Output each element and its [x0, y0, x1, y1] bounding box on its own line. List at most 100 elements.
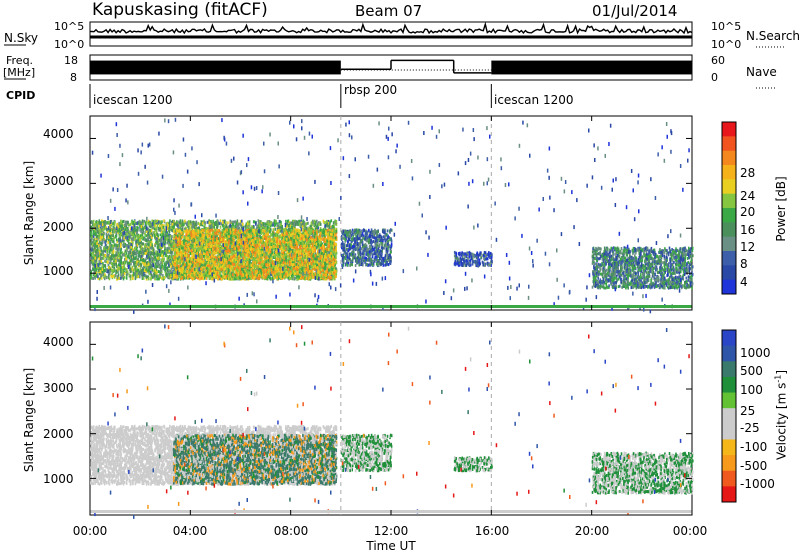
power-cell	[148, 228, 150, 231]
power-cell	[161, 220, 163, 223]
power-cell	[209, 221, 211, 224]
power-cell	[158, 270, 160, 273]
power-cell	[130, 278, 132, 281]
power-cell	[139, 239, 141, 242]
power-cell	[169, 219, 171, 222]
power-cell	[94, 246, 96, 249]
power-cell	[148, 272, 150, 275]
power-cell	[130, 268, 132, 271]
power-cell	[121, 276, 123, 279]
power-cell	[144, 233, 146, 236]
power-cell	[104, 260, 106, 263]
power-cell	[110, 249, 112, 252]
power-cell	[287, 220, 289, 223]
power-cell	[218, 263, 220, 266]
power-cell	[152, 234, 154, 237]
power-cell	[220, 226, 222, 229]
power-cell	[140, 248, 142, 251]
power-cell	[106, 228, 108, 231]
power-cell	[293, 222, 295, 225]
power-cell	[102, 268, 104, 271]
power-cell	[126, 277, 128, 280]
power-cell	[160, 233, 162, 236]
power-cell	[146, 262, 148, 265]
power-cell	[128, 251, 130, 254]
power-cell	[98, 225, 100, 228]
power-cell	[147, 237, 149, 240]
power-cell	[135, 238, 137, 241]
power-cell	[333, 221, 335, 224]
power-cell	[241, 220, 243, 223]
power-scatter	[90, 118, 694, 314]
power-cell	[136, 275, 138, 278]
power-cell	[238, 223, 240, 226]
power-cell	[128, 262, 130, 265]
power-cell	[221, 222, 223, 225]
power-cell	[169, 230, 171, 233]
power-cell	[135, 277, 137, 280]
power-cell	[140, 251, 142, 254]
power-cell	[118, 273, 120, 276]
power-cell	[168, 271, 170, 274]
power-cell	[137, 227, 139, 230]
power-cell	[133, 269, 135, 272]
power-cell	[170, 226, 172, 229]
power-cell	[159, 275, 161, 278]
power-cell	[152, 257, 154, 260]
power-cell	[164, 262, 166, 265]
power-cell	[131, 268, 133, 271]
power-cell	[146, 276, 148, 279]
power-cell	[105, 266, 107, 269]
power-cell	[111, 254, 113, 257]
power-cell	[116, 238, 118, 241]
power-cell	[112, 234, 114, 237]
power-cell	[307, 222, 309, 225]
power-cell	[144, 245, 146, 248]
power-cell	[110, 256, 112, 259]
power-cell	[199, 227, 201, 230]
radar-summary-plot	[0, 0, 800, 554]
power-cell	[160, 229, 162, 232]
power-cell	[112, 275, 114, 278]
power-cell	[114, 263, 116, 266]
power-cell	[128, 245, 130, 248]
power-cell	[158, 221, 160, 224]
power-cell	[142, 251, 144, 254]
power-cell	[155, 250, 157, 253]
power-cell	[137, 258, 139, 261]
power-cell	[198, 222, 200, 225]
power-cell	[91, 249, 93, 252]
power-cell	[128, 242, 130, 245]
power-cell	[312, 235, 314, 238]
power-cell	[157, 275, 159, 278]
power-cell	[176, 220, 178, 223]
power-cell	[95, 257, 97, 260]
power-cell	[108, 257, 110, 260]
power-cell	[275, 220, 277, 223]
power-cell	[182, 223, 184, 226]
power-cell	[111, 269, 113, 272]
power-cell	[156, 275, 158, 278]
power-cell	[132, 221, 134, 224]
power-cell	[254, 221, 256, 224]
power-cell	[94, 277, 96, 280]
power-cell	[142, 268, 144, 271]
power-cell	[96, 242, 98, 245]
power-cell	[126, 226, 128, 229]
power-cell	[112, 222, 114, 225]
power-cell	[163, 219, 165, 222]
power-cell	[93, 223, 95, 226]
power-cell	[145, 238, 147, 241]
power-cell	[167, 266, 169, 269]
power-cell	[119, 230, 121, 233]
power-cell	[210, 220, 212, 223]
freq-band-4	[491, 61, 692, 75]
power-cell	[130, 223, 132, 226]
power-cell	[240, 223, 242, 226]
power-cell	[108, 266, 110, 269]
power-cell	[168, 244, 170, 247]
power-cell	[207, 221, 209, 224]
power-cell	[152, 276, 154, 279]
power-cell	[171, 229, 173, 232]
power-cell	[98, 260, 100, 263]
